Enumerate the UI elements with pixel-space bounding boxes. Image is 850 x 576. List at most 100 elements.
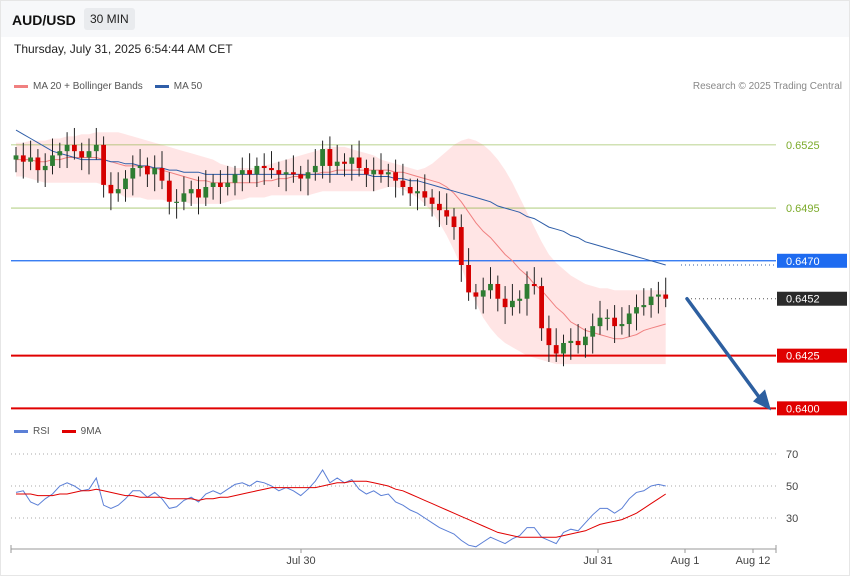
candle-body xyxy=(181,193,187,202)
candle-body xyxy=(152,168,158,175)
candle-body xyxy=(488,283,493,291)
candle-body xyxy=(269,168,274,171)
candle-body xyxy=(568,340,574,343)
candle-body xyxy=(407,187,413,194)
rsi-ma-line xyxy=(16,480,666,538)
candle-body xyxy=(130,168,136,179)
rsi-tick-label: 50 xyxy=(786,481,798,493)
candle-body xyxy=(101,144,106,185)
timeframe-button[interactable]: 30 MIN xyxy=(84,8,135,30)
bollinger-band-area xyxy=(16,132,666,365)
main-legend: MA 20 + Bollinger Bands MA 50 xyxy=(14,81,202,92)
candle-body xyxy=(261,165,267,169)
candle-body xyxy=(145,165,150,175)
level-label-5: 0.6400 xyxy=(786,403,820,415)
candle-body xyxy=(656,294,661,297)
candle-body xyxy=(502,298,508,308)
candle-body xyxy=(583,336,588,346)
copyright-text: Research © 2025 Trading Central xyxy=(692,81,842,92)
candle-body xyxy=(35,157,41,171)
candle-body xyxy=(590,326,596,337)
candle-body xyxy=(480,290,486,297)
candle-body xyxy=(553,345,559,354)
candle-body xyxy=(327,149,333,166)
candle-body xyxy=(247,170,252,175)
candle-body xyxy=(466,265,471,293)
candle-body xyxy=(531,283,537,287)
candle-body xyxy=(385,172,391,175)
candle-body xyxy=(123,178,128,190)
candle-body xyxy=(349,157,355,164)
candle-body xyxy=(320,149,325,166)
candle-body xyxy=(108,184,114,194)
candle-body xyxy=(203,187,209,198)
x-tick-label: Jul 30 xyxy=(286,555,315,567)
candle-body xyxy=(364,168,369,175)
candle-body xyxy=(561,343,566,354)
candle-body xyxy=(371,170,377,175)
x-tick-label: Aug 12 xyxy=(736,555,771,567)
rsi-legend-label: RSI xyxy=(33,426,50,437)
rsi-line xyxy=(15,469,666,548)
rsi-legend-swatch xyxy=(14,430,28,433)
candle-body xyxy=(604,317,610,319)
candle-body xyxy=(93,144,99,152)
candle-body xyxy=(641,305,647,308)
candle-body xyxy=(393,172,398,181)
candle-body xyxy=(539,286,544,329)
candle-body xyxy=(64,144,70,152)
rsi-legend: RSI 9MA xyxy=(14,426,101,437)
candle-body xyxy=(291,172,296,175)
candle-body xyxy=(283,172,289,175)
candle-body xyxy=(510,300,515,308)
ma50-legend-swatch xyxy=(154,85,169,88)
chart-header: AUD/USD 30 MIN xyxy=(1,1,849,37)
rsi-ma-legend-swatch xyxy=(61,430,76,433)
candle-body xyxy=(72,144,77,152)
level-label-4: 0.6425 xyxy=(786,351,820,363)
candle-body xyxy=(239,170,245,175)
candle-body xyxy=(312,165,318,173)
candle-body xyxy=(626,313,632,325)
level-label-1: 0.6495 xyxy=(786,203,820,215)
candle-body xyxy=(524,283,530,299)
symbol-label: AUD/USD xyxy=(12,12,76,28)
candle-body xyxy=(42,165,48,171)
level-tag-5 xyxy=(777,401,847,416)
candle-body xyxy=(20,155,26,162)
ma50-line xyxy=(15,129,666,266)
candle-body xyxy=(28,157,33,162)
candle-body xyxy=(196,189,201,198)
candle-body xyxy=(451,216,457,228)
candle-body xyxy=(517,298,523,301)
candle-body xyxy=(50,155,55,166)
rsi-tick-label: 70 xyxy=(786,449,798,461)
ma50-legend-label: MA 50 xyxy=(173,81,203,92)
candle-body xyxy=(159,168,165,181)
candle-body xyxy=(546,328,552,346)
level-label-3: 0.6452 xyxy=(786,294,820,306)
candle-body xyxy=(298,174,304,179)
candle-body xyxy=(218,182,223,187)
candle-body xyxy=(437,203,442,211)
candle-body xyxy=(356,157,362,169)
candle-body xyxy=(495,283,501,299)
candle-body xyxy=(86,151,92,158)
candle-body xyxy=(619,324,625,327)
rsi-tick-label: 30 xyxy=(786,513,798,525)
ma20-legend-swatch xyxy=(14,85,28,88)
candle-body xyxy=(57,151,63,156)
x-tick-label: Aug 1 xyxy=(671,555,700,567)
forecast-arrow-shaft xyxy=(685,296,762,401)
candle-body xyxy=(188,189,194,194)
candle-body xyxy=(174,201,179,203)
level-label-0: 0.6525 xyxy=(786,140,820,152)
level-tag-4 xyxy=(777,348,847,363)
level-label-2: 0.6470 xyxy=(786,256,820,268)
candle-body xyxy=(378,170,384,175)
candle-body xyxy=(276,170,282,175)
candle-body xyxy=(429,197,435,204)
candle-body xyxy=(225,182,231,187)
